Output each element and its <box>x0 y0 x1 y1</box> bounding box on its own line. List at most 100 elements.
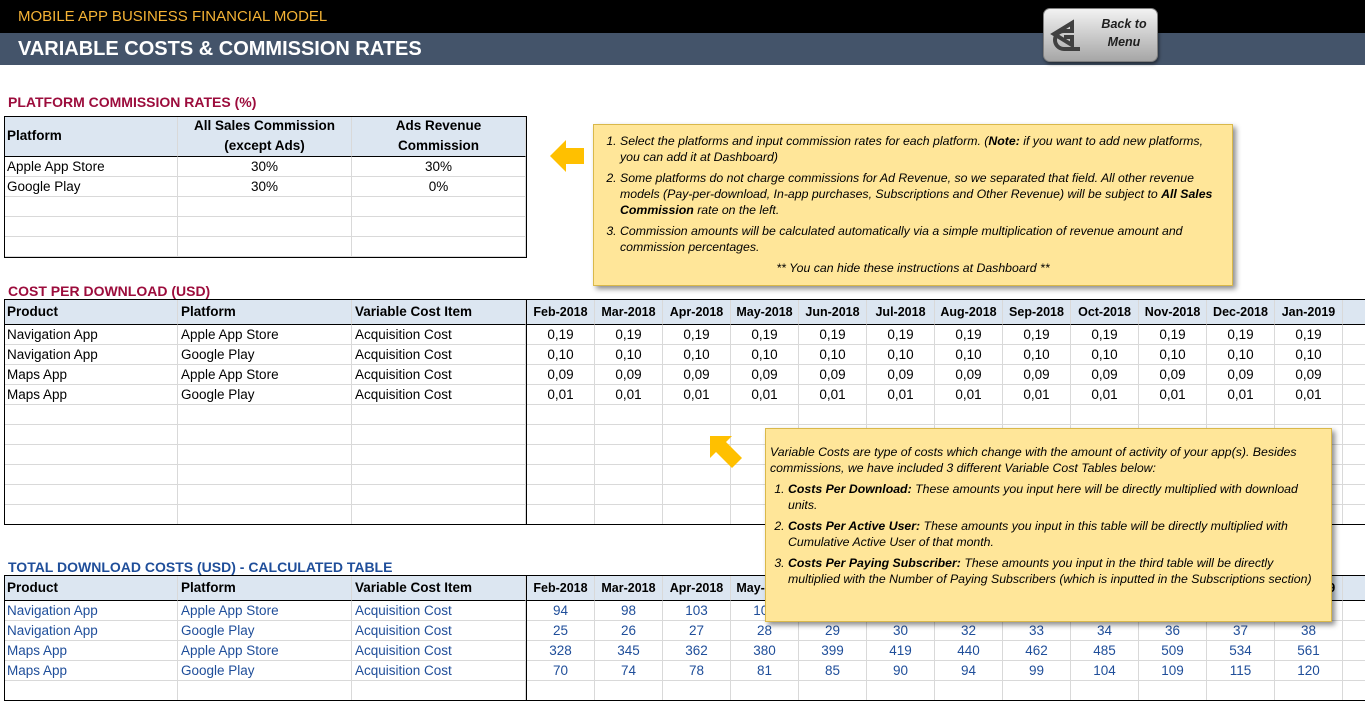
cell: Maps App <box>4 661 178 681</box>
value-cell: 419 <box>867 641 935 661</box>
value-cell <box>1275 405 1343 425</box>
value-cell: 0,10 <box>1003 345 1071 365</box>
list-item: Select the platforms and input commissio… <box>620 133 1224 165</box>
value-cell: 0,09 <box>1207 365 1275 385</box>
month-header: Apr-2018 <box>663 299 731 325</box>
cell: Google Play <box>178 661 352 681</box>
section-title: PLATFORM COMMISSION RATES (%) <box>8 94 257 110</box>
value-cell <box>1003 405 1071 425</box>
cell: Apple App Store <box>178 601 352 621</box>
value-cell: 0,19 <box>1139 325 1207 345</box>
cell: Navigation App <box>4 345 178 365</box>
value-cell: 0,09 <box>663 365 731 385</box>
cell <box>178 217 352 237</box>
header-line: Platform <box>7 128 62 143</box>
list-item: Some platforms do not charge commissions… <box>620 170 1224 218</box>
table-border <box>4 116 527 258</box>
cell: Acquisition Cost <box>352 345 526 365</box>
month-header: Oct-2018 <box>1071 299 1139 325</box>
value-cell: 0,10 <box>663 345 731 365</box>
cell <box>4 237 178 257</box>
cell: 0% <box>352 177 526 197</box>
cell <box>352 217 526 237</box>
value-cell: 0,19 <box>1071 325 1139 345</box>
value-cell: 561 <box>1275 641 1343 661</box>
value-cell: 0,19 <box>935 325 1003 345</box>
month-header: Aug-2018 <box>935 299 1003 325</box>
value-cell <box>1343 485 1365 505</box>
header-line: All Sales Commission <box>193 118 336 133</box>
value-cell <box>1343 465 1365 485</box>
value-cell <box>663 465 731 485</box>
value-cell: 30 <box>867 621 935 641</box>
cell <box>352 425 526 445</box>
value-cell <box>1343 445 1365 465</box>
value-cell: 0,01 <box>1207 385 1275 405</box>
header-line: Ads Revenue <box>395 118 482 133</box>
arrow-left <box>550 140 584 172</box>
instruction-list: Select the platforms and input commissio… <box>602 133 1224 255</box>
cell: Acquisition Cost <box>352 325 526 345</box>
cell <box>178 197 352 217</box>
cell <box>178 485 352 505</box>
cell: Acquisition Cost <box>352 621 526 641</box>
text: rate on the left. <box>693 203 780 217</box>
value-cell: 462 <box>1003 641 1071 661</box>
value-cell: 0,19 <box>527 325 595 345</box>
value-cell: 0,01 <box>935 385 1003 405</box>
value-cell: 98 <box>595 601 663 621</box>
value-cell: 81 <box>731 661 799 681</box>
column-header: Product <box>4 575 178 601</box>
cell: Acquisition Cost <box>352 601 526 621</box>
variable-cost-note: Variable Costs are type of costs which c… <box>765 428 1332 622</box>
cell: Google Play <box>178 621 352 641</box>
month-header: Mar-2018 <box>595 575 663 601</box>
value-cell <box>1343 365 1365 385</box>
value-cell <box>663 485 731 505</box>
back-label-line: Menu <box>1107 35 1141 49</box>
variable-cost-list: Costs Per Download: These amounts you in… <box>770 481 1323 587</box>
column-header: All Sales Commission (except Ads) <box>178 116 352 157</box>
value-cell <box>527 485 595 505</box>
value-cell <box>595 465 663 485</box>
month-header: May-2018 <box>731 299 799 325</box>
cell: 30% <box>352 157 526 177</box>
cell <box>352 405 526 425</box>
value-cell <box>1343 385 1365 405</box>
month-header: Feb-2018 <box>527 299 595 325</box>
value-cell: 0,01 <box>1003 385 1071 405</box>
value-cell <box>1343 641 1365 661</box>
table-border <box>4 299 1365 525</box>
value-cell: 37 <box>1207 621 1275 641</box>
value-cell <box>731 405 799 425</box>
value-cell: 0,10 <box>527 345 595 365</box>
text: if you want to add new platforms, you ca… <box>620 134 1203 164</box>
back-label: Back to Menu <box>1090 15 1157 51</box>
back-button[interactable]: Back to Menu <box>1043 8 1158 62</box>
section-title: COST PER DOWNLOAD (USD) <box>8 283 211 299</box>
note-intro: Variable Costs are type of costs which c… <box>770 445 1297 475</box>
value-cell: 25 <box>527 621 595 641</box>
value-cell: 534 <box>1207 641 1275 661</box>
value-cell: 115 <box>1207 661 1275 681</box>
value-cell: 0,09 <box>1071 365 1139 385</box>
month-header: Feb <box>1343 299 1365 325</box>
value-cell: 120 <box>1275 661 1343 681</box>
month-header: Mar-2018 <box>595 299 663 325</box>
cell: Acquisition Cost <box>352 365 526 385</box>
arrow-up-left <box>710 436 742 468</box>
value-cell: 78 <box>663 661 731 681</box>
cell: Apple App Store <box>178 641 352 661</box>
value-cell <box>1139 405 1207 425</box>
value-cell: 70 <box>527 661 595 681</box>
cell <box>4 445 178 465</box>
cell: Navigation App <box>4 621 178 641</box>
month-header: Apr-2018 <box>663 575 731 601</box>
cell <box>4 217 178 237</box>
cell: Maps App <box>4 365 178 385</box>
month-header: Nov-2018 <box>1139 299 1207 325</box>
value-cell: 0,09 <box>1003 365 1071 385</box>
subtitle: MOBILE APP BUSINESS FINANCIAL MODEL <box>18 8 328 25</box>
text: These amounts you input here will be dir… <box>788 482 1298 512</box>
